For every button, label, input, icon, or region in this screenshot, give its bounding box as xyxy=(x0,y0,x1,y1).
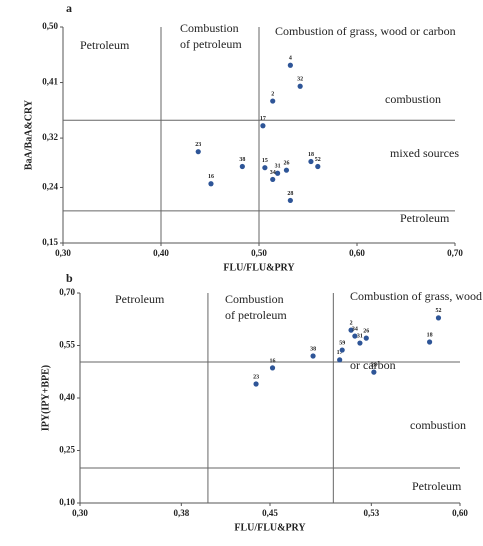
point xyxy=(297,83,303,89)
region-label: or carbon xyxy=(350,358,396,372)
point-label: 23 xyxy=(253,374,259,380)
x-tick-label: 0,50 xyxy=(251,248,267,258)
point-label: 18 xyxy=(308,152,314,158)
point-label: 18 xyxy=(427,332,433,338)
point xyxy=(283,167,290,173)
x-tick-label: 0,30 xyxy=(72,508,88,518)
point xyxy=(270,176,276,183)
point xyxy=(260,123,266,129)
x-tick-label: 0,30 xyxy=(55,248,71,258)
x-tick-label: 0,53 xyxy=(363,508,379,518)
y-tick-label: 0,24 xyxy=(42,182,58,192)
x-axis-title: FLU/FLU&PRY xyxy=(223,262,295,273)
point-label: 32 xyxy=(297,77,303,83)
point xyxy=(262,165,268,171)
point xyxy=(315,163,321,170)
point-label: 16 xyxy=(208,174,214,180)
point-label: 34 xyxy=(270,170,276,176)
x-tick-label: 0,45 xyxy=(262,508,278,518)
point xyxy=(275,170,281,176)
y-axis-title: IPY(IPY+BPE) xyxy=(40,365,51,431)
region-label: of petroleum xyxy=(180,37,242,51)
region-label: Petroleum xyxy=(400,211,450,225)
point-label: 2 xyxy=(271,91,274,97)
region-label: of petroleum xyxy=(225,308,287,322)
y-tick-label: 0,50 xyxy=(42,21,58,31)
point xyxy=(427,339,433,345)
point xyxy=(270,98,276,104)
point-label: 34 xyxy=(352,326,358,332)
region-label: Combustion xyxy=(180,21,239,35)
point xyxy=(337,357,343,363)
point-label: 2 xyxy=(350,320,353,326)
point-label: 52 xyxy=(435,308,441,314)
y-tick-label: 0,55 xyxy=(59,340,75,350)
region-label: mixed sources xyxy=(390,146,459,160)
point-label: 38 xyxy=(239,157,245,163)
point xyxy=(348,327,354,333)
point xyxy=(287,197,293,204)
point-label: 59 xyxy=(339,340,345,346)
region-label: Combustion of grass, wood or carbon xyxy=(275,24,456,38)
point-label: 28 xyxy=(371,362,377,368)
region-label: combustion xyxy=(385,92,441,106)
panel-label: b xyxy=(66,271,73,285)
point-label: 16 xyxy=(270,358,276,364)
point xyxy=(357,340,363,346)
region-label: Petroleum xyxy=(412,479,462,493)
point-label: 26 xyxy=(283,161,289,167)
region-label: Petroleum xyxy=(80,38,130,52)
point-label: 52 xyxy=(315,157,321,163)
x-tick-label: 0,38 xyxy=(173,508,189,518)
point xyxy=(371,369,377,375)
x-tick-label: 0,60 xyxy=(452,508,468,518)
y-tick-label: 0,25 xyxy=(59,445,75,455)
x-tick-label: 0,70 xyxy=(447,248,463,258)
point xyxy=(195,149,201,155)
point-label: 38 xyxy=(310,346,316,352)
point xyxy=(253,381,259,387)
point xyxy=(310,353,316,359)
x-axis-title: FLU/FLU&PRY xyxy=(234,522,306,533)
point-label: 15 xyxy=(262,158,268,164)
point-label: 26 xyxy=(363,329,369,335)
point xyxy=(239,163,245,170)
x-tick-label: 0,40 xyxy=(153,248,169,258)
point-label: 4 xyxy=(289,56,292,62)
region-label: combustion xyxy=(410,418,466,432)
region-label: Combustion xyxy=(225,292,284,306)
y-axis-title: BaA/BaA&CRY xyxy=(23,99,34,170)
point xyxy=(435,315,442,321)
y-tick-label: 0,10 xyxy=(59,497,75,507)
point xyxy=(269,365,276,371)
point xyxy=(208,181,214,187)
point xyxy=(287,62,293,68)
point xyxy=(339,347,345,353)
y-tick-label: 0,15 xyxy=(42,237,58,247)
y-tick-label: 0,41 xyxy=(42,77,58,87)
point-label: 17 xyxy=(260,116,266,122)
y-tick-label: 0,70 xyxy=(59,287,75,297)
panel-label: a xyxy=(66,1,72,15)
point-label: 31 xyxy=(357,333,363,339)
region-label: Combustion of grass, wood xyxy=(350,289,482,303)
point xyxy=(352,333,358,339)
y-tick-label: 0,40 xyxy=(59,392,75,402)
point-label: 17 xyxy=(337,350,343,356)
point xyxy=(308,158,314,165)
y-tick-label: 0,32 xyxy=(42,132,58,142)
point-label: 23 xyxy=(195,142,201,148)
point xyxy=(363,335,369,341)
x-tick-label: 0,60 xyxy=(349,248,365,258)
region-label: Petroleum xyxy=(115,292,165,306)
point-label: 31 xyxy=(275,164,281,170)
point-label: 28 xyxy=(287,191,293,197)
